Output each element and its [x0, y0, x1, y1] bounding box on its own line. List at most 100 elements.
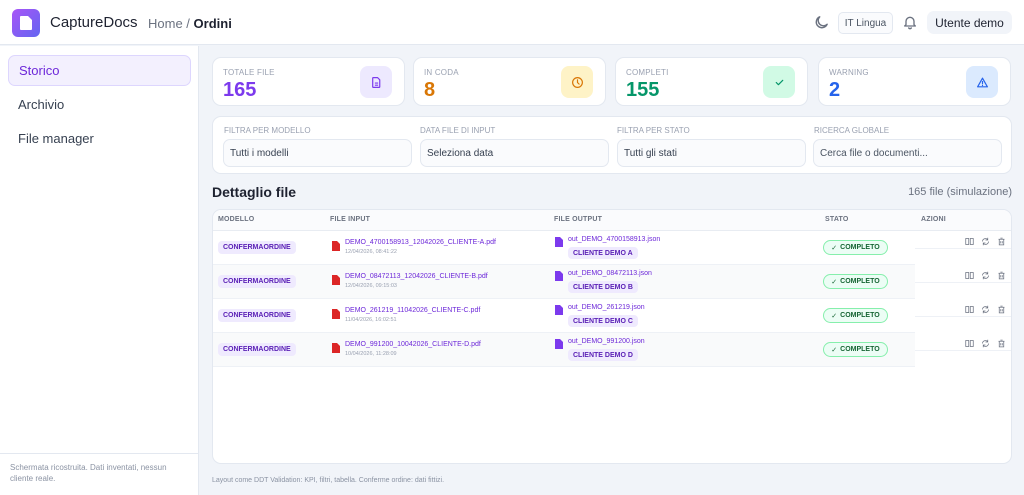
trash-icon[interactable]: [997, 339, 1006, 348]
status-badge: ✓ COMPLETO: [823, 342, 888, 357]
column-header-modello[interactable]: MODELLO: [218, 216, 255, 223]
global-search-input[interactable]: Cerca file o documenti...: [813, 139, 1002, 167]
output-file-link[interactable]: out_DEMO_4700158913.json: [568, 236, 661, 243]
status-label: COMPLETO: [840, 278, 880, 285]
sidebar-item-storico[interactable]: Storico: [8, 55, 191, 86]
kpi-value: 155: [626, 79, 660, 101]
json-file-icon: [555, 237, 563, 247]
footer-note: Layout come DDT Validation: KPI, filtri,…: [212, 477, 445, 484]
model-badge: CONFERMAORDINE: [218, 241, 296, 254]
client-badge: CLIENTE DEMO B: [568, 281, 638, 293]
breadcrumb-separator: /: [182, 16, 194, 31]
filter-date-label: DATA FILE DI INPUT: [420, 126, 496, 135]
kpi-label: COMPLETI: [626, 68, 669, 77]
row-divider: [915, 316, 1011, 317]
date-filter-input[interactable]: Seleziona data: [420, 139, 609, 167]
row-divider: [915, 248, 1011, 249]
moon-icon[interactable]: [813, 14, 830, 31]
kpi-label: WARNING: [829, 68, 869, 77]
top-bar: CaptureDocs Home / Ordini IT Lingua Uten…: [0, 0, 1024, 45]
book-icon[interactable]: [965, 305, 974, 314]
language-button[interactable]: IT Lingua: [838, 12, 893, 34]
table-row[interactable]: CONFERMAORDINE DEMO_4700158913_12042026_…: [213, 231, 915, 265]
table-row[interactable]: CONFERMAORDINE DEMO_991200_10042026_CLIE…: [213, 333, 915, 367]
pdf-file-icon: [332, 343, 340, 353]
input-file-link[interactable]: DEMO_261219_11042026_CLIENTE-C.pdf: [345, 307, 481, 314]
status-badge: ✓ COMPLETO: [823, 308, 888, 323]
input-file-link[interactable]: DEMO_991200_10042026_CLIENTE-D.pdf: [345, 341, 481, 348]
row-divider: [915, 282, 1011, 283]
check-icon: ✓: [831, 346, 838, 354]
book-icon[interactable]: [965, 237, 974, 246]
filter-model-label: FILTRA PER MODELLO: [224, 126, 311, 135]
model-badge: CONFERMAORDINE: [218, 343, 296, 356]
client-badge: CLIENTE DEMO C: [568, 315, 638, 327]
kpi-value: 8: [424, 79, 436, 101]
json-file-icon: [555, 271, 563, 281]
status-filter-select[interactable]: Tutti gli stati: [617, 139, 806, 167]
user-menu-button[interactable]: Utente demo: [927, 11, 1012, 34]
logo-icon[interactable]: [12, 9, 40, 37]
row-actions: [915, 333, 1011, 367]
file-count: 165 file (simulazione): [908, 186, 1012, 198]
check-icon: [763, 66, 795, 98]
kpi-card-totale-file: TOTALE FILE 165: [212, 57, 405, 106]
pdf-file-icon: [332, 241, 340, 251]
breadcrumb: Home / Ordini: [148, 16, 232, 31]
kpi-card-completi: COMPLETI 155: [615, 57, 808, 106]
status-label: COMPLETO: [840, 244, 880, 251]
book-icon[interactable]: [965, 271, 974, 280]
kpi-value: 165: [223, 79, 257, 101]
column-header-stato[interactable]: STATO: [825, 216, 849, 223]
kpi-card-in-coda: IN CODA 8: [413, 57, 606, 106]
json-file-icon: [555, 305, 563, 315]
status-badge: ✓ COMPLETO: [823, 274, 888, 289]
table-row[interactable]: CONFERMAORDINE DEMO_261219_11042026_CLIE…: [213, 299, 915, 333]
check-icon: ✓: [831, 244, 838, 252]
trash-icon[interactable]: [997, 305, 1006, 314]
sidebar-divider: [0, 453, 199, 454]
json-file-icon: [555, 339, 563, 349]
row-actions: [915, 299, 1011, 333]
clock-icon: [561, 66, 593, 98]
column-header-file-output[interactable]: FILE OUTPUT: [554, 216, 603, 223]
refresh-icon[interactable]: [981, 271, 990, 280]
trash-icon[interactable]: [997, 271, 1006, 280]
input-file-date: 12/04/2026, 09:15:03: [345, 283, 397, 289]
input-file-link[interactable]: DEMO_08472113_12042026_CLIENTE-B.pdf: [345, 273, 488, 280]
column-header-azioni: AZIONI: [921, 216, 946, 223]
check-icon: ✓: [831, 278, 838, 286]
trash-icon[interactable]: [997, 237, 1006, 246]
column-header-file-input[interactable]: FILE INPUT: [330, 216, 371, 223]
pdf-file-icon: [332, 309, 340, 319]
book-icon[interactable]: [965, 339, 974, 348]
input-file-date: 11/04/2026, 16:02:51: [345, 317, 397, 323]
sidebar-item-archivio[interactable]: Archivio: [18, 97, 65, 112]
breadcrumb-current: Ordini: [193, 16, 232, 31]
output-file-link[interactable]: out_DEMO_261219.json: [568, 304, 645, 311]
table-header: MODELLO FILE INPUT FILE OUTPUT STATO AZI…: [213, 210, 1011, 231]
filters-panel: FILTRA PER MODELLO Tutti i modelli DATA …: [212, 116, 1012, 174]
warning-icon: [966, 66, 998, 98]
table-row[interactable]: CONFERMAORDINE DEMO_08472113_12042026_CL…: [213, 265, 915, 299]
input-file-date: 10/04/2026, 11:28:09: [345, 351, 397, 357]
sidebar-item-file-manager[interactable]: File manager: [18, 131, 94, 146]
bell-icon[interactable]: [902, 13, 918, 31]
refresh-icon[interactable]: [981, 305, 990, 314]
refresh-icon[interactable]: [981, 237, 990, 246]
status-label: COMPLETO: [840, 312, 880, 319]
kpi-label: TOTALE FILE: [223, 68, 275, 77]
input-file-link[interactable]: DEMO_4700158913_12042026_CLIENTE-A.pdf: [345, 239, 496, 246]
filter-status-label: FILTRA PER STATO: [617, 126, 690, 135]
sidebar: Storico Archivio File manager Schermata …: [0, 46, 199, 495]
refresh-icon[interactable]: [981, 339, 990, 348]
breadcrumb-home[interactable]: Home: [148, 16, 183, 31]
model-badge: CONFERMAORDINE: [218, 275, 296, 288]
section-title: Dettaglio file: [212, 184, 297, 200]
output-file-link[interactable]: out_DEMO_991200.json: [568, 338, 645, 345]
row-actions: [915, 231, 1011, 265]
model-filter-select[interactable]: Tutti i modelli: [223, 139, 412, 167]
output-file-link[interactable]: out_DEMO_08472113.json: [568, 270, 652, 277]
files-table: MODELLO FILE INPUT FILE OUTPUT STATO AZI…: [212, 209, 1012, 464]
pdf-file-icon: [332, 275, 340, 285]
